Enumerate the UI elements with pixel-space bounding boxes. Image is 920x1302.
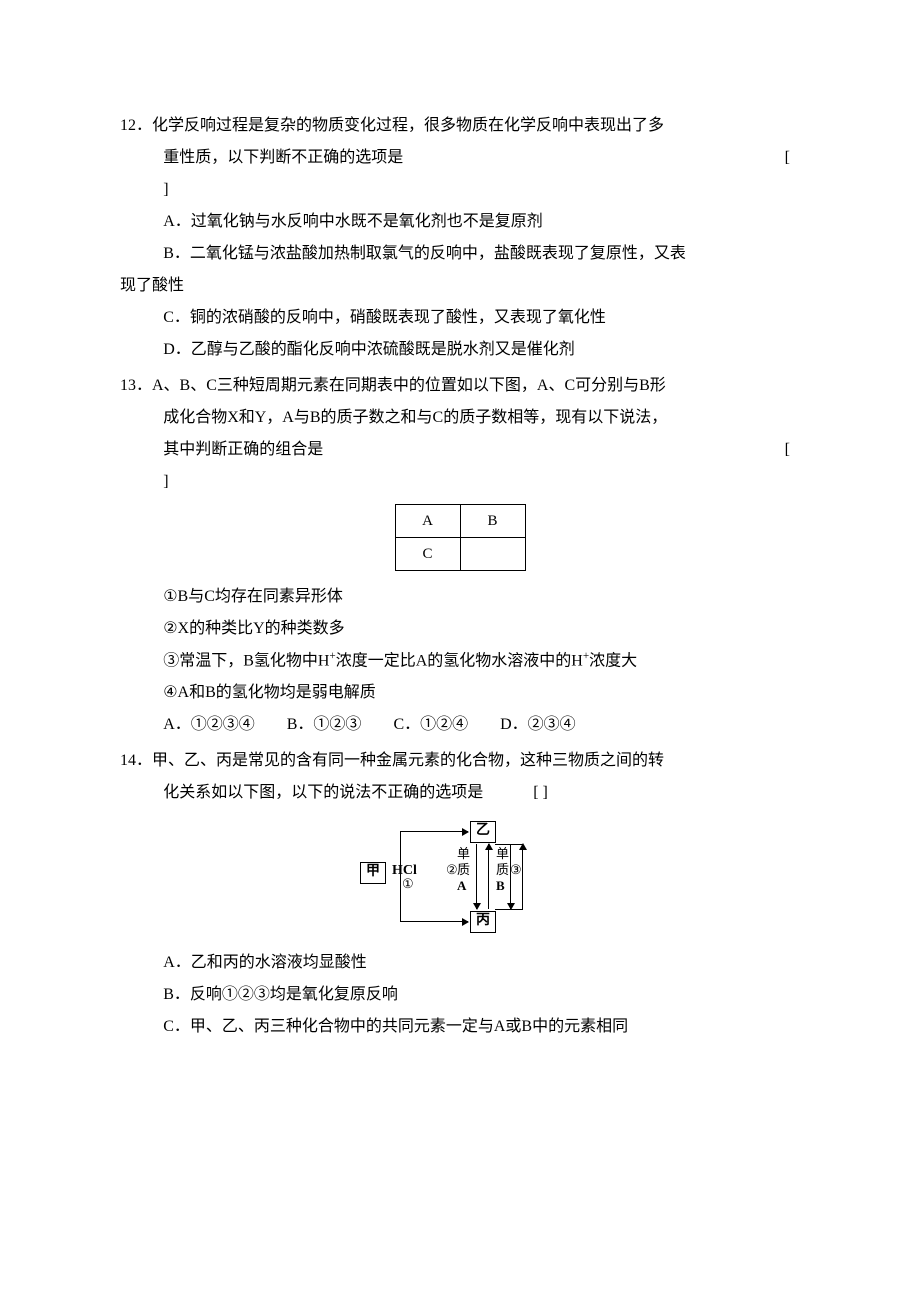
line-yi-bing-down	[476, 844, 477, 909]
label-circ3: ③	[510, 863, 522, 877]
q14-stem-line2: 化关系如以下图，以下的说法不正确的选项是[ ]	[120, 777, 800, 809]
box-jia: 甲	[360, 862, 386, 884]
bracket-open: [	[785, 142, 790, 174]
line-yi-bing-up	[488, 844, 489, 909]
q12-stem-line2: 重性质，以下判断不正确的选项是[	[120, 142, 800, 174]
label-circ1: ①	[402, 877, 414, 891]
q12-stem-line1: 12．化学反响过程是复杂的物质变化过程，很多物质在化学反响中表现出了多	[120, 110, 800, 142]
q13-statement-4: ④A和B的氢化物均是弱电解质	[120, 677, 800, 709]
q12-option-b-l1: B．二氧化锰与浓盐酸加热制取氯气的反响中，盐酸既表现了复原性，又表	[120, 238, 800, 270]
tick-yi-right	[495, 844, 523, 845]
q14-stem-line1: 14．甲、乙、丙是常见的含有同一种金属元素的化合物，这种三物质之间的转	[120, 745, 800, 777]
label-danzhi-2a: 单	[457, 847, 470, 861]
cell-empty	[460, 538, 525, 571]
q12-number: 12	[120, 117, 136, 134]
q13-stem-line1: 13．A、B、C三种短周期元素在同期表中的位置如以下图，A、C可分别与B形	[120, 370, 800, 402]
box-yi: 乙	[470, 821, 496, 843]
q13-statement-2: ②X的种类比Y的种类数多	[120, 613, 800, 645]
q13-number: 13	[120, 377, 136, 394]
periodic-table-figure: A B C	[395, 504, 526, 571]
cell-A: A	[395, 505, 460, 538]
bracket-open: [	[785, 434, 790, 466]
q14-number: 14	[120, 752, 136, 769]
q13-stem-line3: 其中判断正确的组合是[	[120, 434, 800, 466]
question-13: 13．A、B、C三种短周期元素在同期表中的位置如以下图，A、C可分别与B形 成化…	[120, 370, 800, 741]
label-zhi-2: 质	[457, 863, 470, 877]
q14-option-a: A．乙和丙的水溶液均显酸性	[120, 947, 800, 979]
label-circ2: ②	[446, 863, 458, 877]
line-to-bing	[400, 921, 468, 922]
label-A: A	[457, 879, 466, 893]
question-12: 12．化学反响过程是复杂的物质变化过程，很多物质在化学反响中表现出了多 重性质，…	[120, 110, 800, 366]
box-bing: 丙	[470, 911, 496, 933]
q14-diagram: 甲 乙 丙 HCl ① 单 ② 质 A 单 质 ③ B	[360, 817, 560, 937]
q12-option-d: D．乙醇与乙酸的酯化反响中浓硫酸既是脱水剂又是催化剂	[120, 334, 800, 366]
bracket: [ ]	[533, 784, 548, 801]
line-to-yi	[400, 831, 468, 832]
q12-option-a: A．过氧化钠与水反响中水既不是氧化剂也不是复原剂	[120, 206, 800, 238]
q13-option-c: C．①②④	[393, 709, 468, 741]
line-yi-bing-up-3	[522, 844, 523, 909]
label-zhi-3: 质	[496, 863, 509, 877]
q13-options-row: A．①②③④ B．①②③ C．①②④ D．②③④	[120, 709, 800, 741]
q12-option-c: C．铜的浓硝酸的反响中，硝酸既表现了酸性，又表现了氧化性	[120, 302, 800, 334]
q13-statement-3: ③常温下，B氢化物中H+浓度一定比A的氢化物水溶液中的H+浓度大	[120, 645, 800, 677]
tick-bing-right	[495, 909, 523, 910]
question-14: 14．甲、乙、丙是常见的含有同一种金属元素的化合物，这种三物质之间的转 化关系如…	[120, 745, 800, 1043]
q14-option-c: C．甲、乙、丙三种化合物中的共同元素一定与A或B中的元素相同	[120, 1011, 800, 1043]
cell-B: B	[460, 505, 525, 538]
label-B: B	[496, 879, 505, 893]
q12-bracket-close: ]	[120, 174, 800, 206]
q14-option-b: B．反响①②③均是氧化复原反响	[120, 979, 800, 1011]
q13-stem-line2: 成化合物X和Y，A与B的质子数之和与C的质子数相等，现有以下说法，	[120, 402, 800, 434]
q13-option-d: D．②③④	[500, 709, 576, 741]
q13-option-a: A．①②③④	[163, 709, 255, 741]
q12-option-b-l2: 现了酸性	[120, 270, 800, 302]
cell-C: C	[395, 538, 460, 571]
q13-option-b: B．①②③	[287, 709, 362, 741]
q13-bracket-close: ]	[120, 466, 800, 498]
label-danzhi-3a: 单	[496, 847, 509, 861]
q13-statement-1: ①B与C均存在同素异形体	[120, 581, 800, 613]
